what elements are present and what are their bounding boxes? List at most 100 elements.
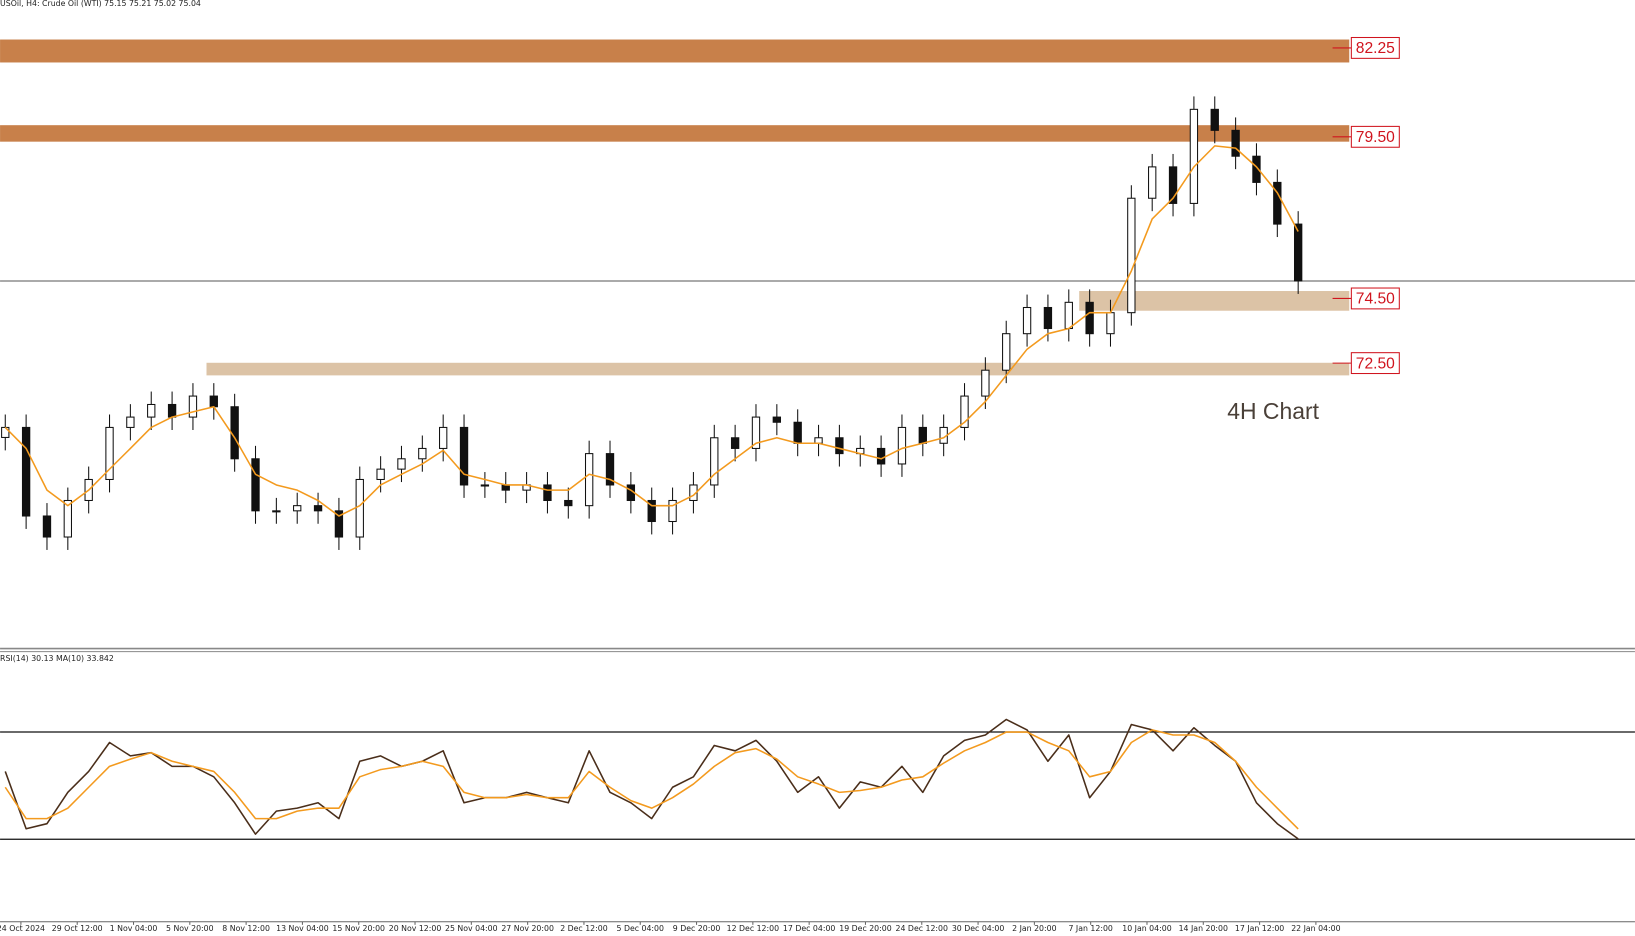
candle-body (376, 468, 385, 480)
level-band (0, 39, 1350, 63)
candle-body (897, 426, 907, 465)
candle-body (334, 510, 344, 538)
candle-body (1, 426, 10, 438)
candle-body (397, 458, 406, 470)
candle-body (1106, 312, 1115, 335)
x-tick-label: 24 Oct 2024 (0, 924, 45, 933)
rsi-title: RSI(14) 30.13 MA(10) 33.842 (0, 654, 114, 663)
candle-body (439, 426, 448, 449)
candle-body (668, 499, 677, 523)
candle-body (1064, 301, 1073, 330)
x-tick-label: 14 Jan 20:00 (1179, 924, 1228, 933)
candle-body (21, 426, 31, 517)
candle-body (42, 515, 52, 538)
candle-body (147, 403, 156, 418)
x-tick-label: 12 Dec 12:00 (727, 924, 779, 933)
candle-body (710, 437, 719, 486)
candle-body (1168, 166, 1178, 204)
candle-body (1002, 333, 1011, 371)
candle-body (772, 416, 782, 423)
level-label: 72.50 (1356, 355, 1395, 372)
candle-body (1189, 108, 1199, 204)
candle-body (647, 499, 656, 523)
x-tick-label: 13 Nov 04:00 (276, 924, 329, 933)
x-tick-label: 22 Jan 04:00 (1291, 924, 1340, 933)
candle-body (459, 426, 469, 486)
candle-body (814, 437, 823, 444)
candle-body (167, 403, 177, 418)
x-tick-label: 15 Nov 20:00 (332, 924, 385, 933)
chart-title: USOil, H4: Crude Oil (WTI) 75.15 75.21 7… (0, 0, 201, 8)
candle-body (313, 505, 323, 512)
x-tick-label: 30 Dec 04:00 (952, 924, 1004, 933)
candle-body (751, 416, 761, 449)
x-tick-label: 24 Dec 12:00 (896, 924, 948, 933)
x-tick-label: 29 Oct 12:00 (52, 924, 103, 933)
candle-body (480, 484, 490, 487)
level-band (0, 125, 1350, 142)
candle-body (209, 395, 218, 408)
x-tick-label: 10 Jan 04:00 (1122, 924, 1171, 933)
candle-body (355, 478, 364, 538)
level-label: 79.50 (1356, 129, 1395, 146)
candle-body (1231, 129, 1240, 157)
candle-body (63, 499, 72, 538)
candle-body (251, 458, 260, 512)
x-tick-label: 17 Dec 04:00 (783, 924, 835, 933)
x-tick-label: 1 Nov 04:00 (110, 924, 158, 933)
x-tick-label: 27 Nov 20:00 (501, 924, 554, 933)
rsi-ma-line (4, 729, 1299, 830)
level-band (1079, 291, 1350, 311)
x-tick-label: 5 Nov 20:00 (166, 924, 214, 933)
x-tick-label: 25 Nov 04:00 (445, 924, 498, 933)
x-tick-label: 7 Jan 12:00 (1068, 924, 1112, 933)
candle-body (543, 484, 552, 502)
candle-body (564, 499, 573, 507)
candle-body (1127, 197, 1136, 314)
candle-body (1252, 155, 1261, 183)
candle-body (1293, 223, 1303, 282)
annotation: 4H Chart (1227, 398, 1319, 424)
x-tick-label: 2 Jan 20:00 (1012, 924, 1056, 933)
x-tick-label: 8 Nov 12:00 (222, 924, 270, 933)
candle-body (188, 395, 198, 418)
candle-body (981, 369, 990, 397)
level-label: 74.50 (1356, 291, 1395, 308)
candle-body (272, 510, 281, 513)
candle-body (418, 447, 427, 460)
candle-body (105, 426, 114, 480)
x-tick-label: 20 Nov 12:00 (389, 924, 442, 933)
level-label-box (1350, 125, 1400, 148)
x-tick-label: 5 Dec 04:00 (617, 924, 665, 933)
level-label-box (1350, 36, 1400, 59)
candle-body (876, 447, 886, 465)
x-tick-label: 9 Dec 20:00 (673, 924, 721, 933)
candle-body (1022, 306, 1032, 335)
candle-body (918, 426, 927, 444)
candle-body (1085, 301, 1094, 335)
level-label-box (1350, 287, 1400, 310)
candle-body (584, 453, 594, 507)
moving-average (4, 145, 1299, 517)
rsi-line (4, 718, 1299, 840)
candle-body (126, 416, 135, 428)
candle-body (835, 437, 844, 455)
candle-body (730, 437, 740, 449)
x-tick-label: 2 Dec 12:00 (560, 924, 608, 933)
candle-body (1273, 181, 1282, 225)
level-band (206, 362, 1350, 376)
candle-body (1210, 108, 1219, 131)
candle-body (960, 395, 969, 428)
x-tick-label: 19 Dec 20:00 (839, 924, 891, 933)
level-label: 82.25 (1356, 40, 1395, 57)
level-label-box (1350, 352, 1400, 375)
candle-body (293, 505, 302, 512)
candle-body (793, 421, 802, 444)
candle-body (605, 453, 615, 486)
candle-body (1148, 166, 1157, 199)
x-tick-label: 17 Jan 12:00 (1235, 924, 1284, 933)
candle-body (1043, 306, 1053, 330)
